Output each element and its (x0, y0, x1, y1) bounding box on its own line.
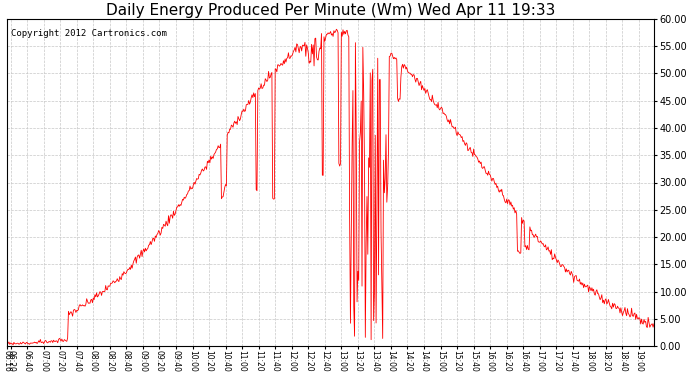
Text: Copyright 2012 Cartronics.com: Copyright 2012 Cartronics.com (10, 29, 166, 38)
Title: Daily Energy Produced Per Minute (Wm) Wed Apr 11 19:33: Daily Energy Produced Per Minute (Wm) We… (106, 3, 555, 18)
